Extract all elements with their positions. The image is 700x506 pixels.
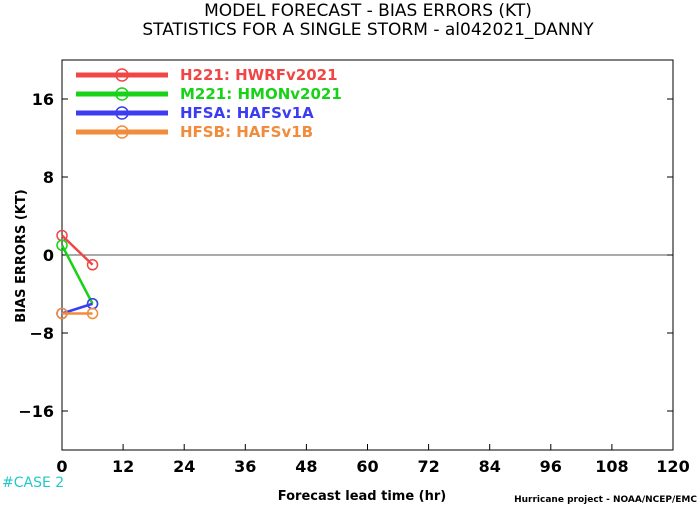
legend-swatch-marker [115, 125, 129, 139]
series-point [56, 307, 68, 320]
y-tick-label: 0 [43, 246, 54, 265]
x-tick-label: 108 [595, 457, 628, 476]
legend-swatch-marker [115, 68, 129, 82]
x-tick-label: 120 [656, 457, 689, 476]
legend-entry-label: M221: HMONv2021 [180, 85, 342, 103]
x-axis-ticks: 0 12 24 36 48 60 72 84 96 108 120 [56, 444, 690, 476]
legend-entry-label: HFSA: HAFSv1A [180, 104, 314, 122]
x-tick-label: 72 [417, 457, 439, 476]
legend-entry-label: H221: HWRFv2021 [180, 66, 338, 84]
case-label: #CASE 2 [2, 475, 64, 491]
series-point [86, 259, 99, 271]
x-tick-label: 60 [356, 457, 378, 476]
series-line [60, 244, 94, 305]
y-tick-label: −8 [29, 324, 54, 343]
x-tick-label: 84 [479, 457, 501, 476]
x-tick-label: 36 [234, 457, 256, 476]
y-tick-label: 16 [32, 90, 54, 109]
y-tick-label: 8 [43, 168, 54, 187]
y-axis-label: BIAS ERRORS (KT) [14, 189, 29, 322]
chart-subtitle: STATISTICS FOR A SINGLE STORM - al042021… [142, 20, 594, 40]
series-layer [56, 229, 99, 320]
series-point [86, 307, 99, 320]
legend-swatch-marker [115, 106, 129, 120]
chart-title: MODEL FORECAST - BIAS ERRORS (KT) [204, 1, 532, 21]
series-point [56, 239, 68, 251]
x-tick-label: 48 [295, 457, 317, 476]
y-axis-ticks: −16 −8 0 8 16 [18, 90, 673, 421]
legend-entry-label: HFSB: HAFSv1B [180, 123, 313, 141]
x-tick-label: 24 [173, 457, 195, 476]
x-tick-label: 12 [112, 457, 134, 476]
series-line [61, 234, 94, 266]
x-axis-label: Forecast lead time (hr) [278, 489, 446, 504]
x-tick-label: 96 [540, 457, 562, 476]
credit-text: Hurricane project - NOAA/NCEP/EMC [514, 495, 697, 505]
legend-swatch-marker [115, 87, 129, 101]
y-tick-label: −16 [18, 402, 54, 421]
x-tick-label: 0 [56, 457, 67, 476]
